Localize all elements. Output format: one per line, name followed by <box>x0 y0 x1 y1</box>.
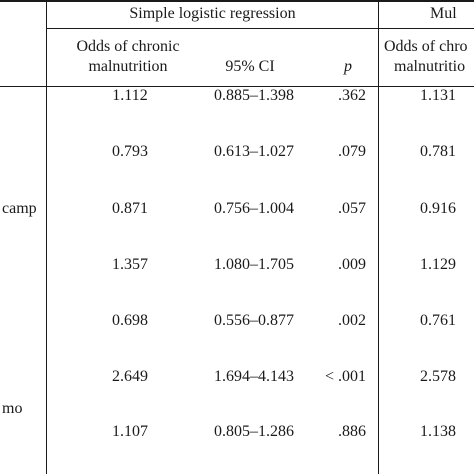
cell-odds2: 0.916 <box>420 200 456 217</box>
cell-odds: 1.357 <box>112 256 148 273</box>
col-header-p: p <box>344 58 352 75</box>
col-header-ci: 95% CI <box>225 58 275 75</box>
cell-ci: 0.805–1.286 <box>214 423 294 440</box>
cell-odds2: 0.781 <box>420 143 456 160</box>
cell-p: < .001 <box>325 368 367 385</box>
cell-ci: 1.080–1.705 <box>214 256 294 273</box>
cell-ci: 0.613–1.027 <box>214 143 294 160</box>
group-header-multiple: Mul <box>430 5 457 22</box>
cell-ci: 1.694–4.143 <box>214 368 294 385</box>
cell-odds2: 2.578 <box>420 368 456 385</box>
cell-odds2: 1.129 <box>420 256 456 273</box>
cell-odds2: 1.131 <box>420 87 456 104</box>
cell-odds: 0.793 <box>112 143 148 160</box>
col-header-odds-line1: Odds of chronic <box>76 38 180 55</box>
top-rule <box>0 0 474 2</box>
row-label: mo <box>2 400 23 417</box>
cell-p: .079 <box>338 143 366 160</box>
cell-odds: 0.698 <box>112 312 148 329</box>
col2-header-odds-line2: malnutritio <box>394 58 466 75</box>
cell-ci: 0.556–0.877 <box>214 312 294 329</box>
cell-ci: 0.885–1.398 <box>214 87 294 104</box>
group-divider <box>378 0 379 474</box>
cell-ci: 0.756–1.004 <box>214 200 294 217</box>
col2-header-odds-line1: Odds of chro <box>384 38 468 55</box>
col-header-odds-line2: malnutrition <box>88 58 168 75</box>
cell-p: .009 <box>338 256 366 273</box>
cell-odds2: 0.761 <box>420 312 456 329</box>
cell-odds: 0.871 <box>112 200 148 217</box>
group-header-simple: Simple logistic regression <box>129 5 296 22</box>
header-bottom-rule <box>0 86 474 87</box>
cell-p: .886 <box>338 423 366 440</box>
cell-odds: 1.112 <box>112 87 148 104</box>
cell-p: .002 <box>338 312 366 329</box>
stub-divider <box>46 0 47 474</box>
cell-odds: 2.649 <box>112 368 148 385</box>
row-label: camp <box>2 200 37 217</box>
cell-p: .057 <box>338 200 366 217</box>
cell-odds2: 1.138 <box>420 423 456 440</box>
cell-p: .362 <box>338 87 366 104</box>
group-header-rule <box>46 28 474 29</box>
cell-odds: 1.107 <box>112 423 148 440</box>
